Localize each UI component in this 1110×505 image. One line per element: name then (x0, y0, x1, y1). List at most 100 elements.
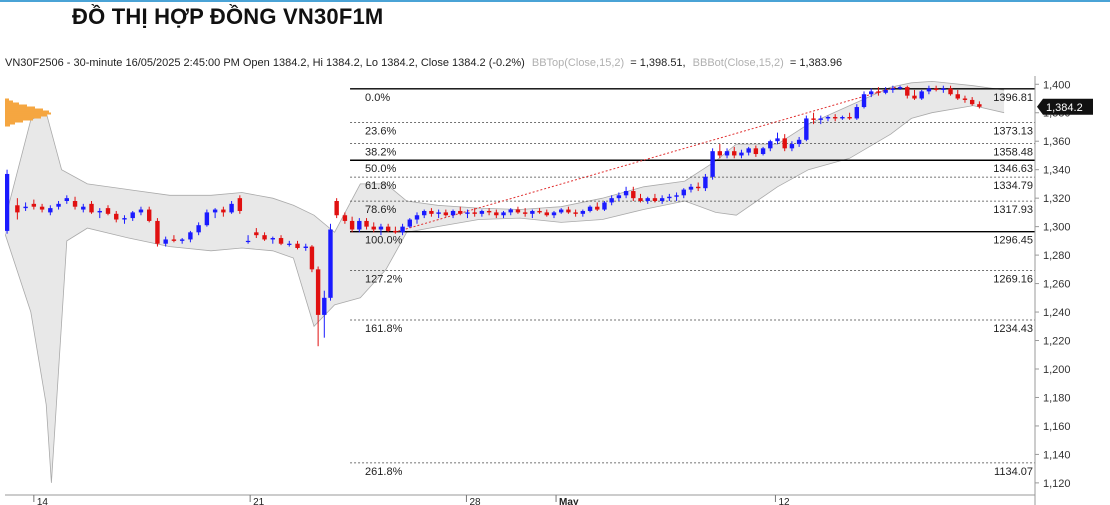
candle-body (861, 94, 867, 108)
candle-body (695, 186, 701, 189)
candle-body (371, 226, 376, 230)
volume-profile-bar (5, 118, 33, 121)
fib-percent-label: 78.6% (365, 204, 396, 216)
chart-info-line: VN30F2506 - 30-minute 16/05/2025 2:45:00… (5, 57, 842, 69)
candle-body (270, 238, 275, 240)
candle-body (147, 209, 152, 221)
candle-body (494, 212, 499, 216)
candle-body (179, 239, 185, 241)
candle-body (278, 238, 284, 244)
candle-body (309, 246, 315, 270)
candle-body (847, 117, 852, 119)
volume-profile-bar (5, 102, 19, 105)
volume-profile-bar (5, 124, 10, 127)
candle-body (609, 198, 614, 203)
y-tick-label: 1,200 (1043, 364, 1071, 376)
y-tick-label: 1,120 (1043, 478, 1071, 490)
candle-body (854, 107, 860, 119)
candle-body (414, 215, 420, 220)
candle-body (796, 139, 802, 145)
candle-body (739, 152, 744, 156)
candle-body (56, 203, 61, 207)
candle-body (674, 195, 679, 197)
candle-body (573, 212, 578, 214)
candle-body (364, 220, 369, 227)
volume-profile-bar (5, 112, 51, 115)
candle-body (869, 91, 874, 95)
candle-body (522, 212, 528, 214)
y-tick-label: 1,140 (1043, 449, 1071, 461)
candle-body (933, 88, 939, 90)
candle-body (645, 198, 650, 202)
candle-body (732, 151, 737, 156)
fib-value-label: 1396.81 (993, 92, 1033, 104)
candle-body (204, 212, 210, 226)
candle-body (155, 220, 160, 244)
candle-body (746, 148, 751, 153)
trend-line-segment (394, 86, 897, 233)
candle-body (303, 246, 308, 248)
candle-body (977, 104, 982, 107)
candle-body (450, 210, 456, 216)
volume-profile-bar (5, 116, 41, 119)
fib-percent-label: 50.0% (365, 163, 396, 175)
y-tick-label: 1,340 (1043, 165, 1071, 177)
volume-profile-bar (5, 98, 9, 101)
chart-panel: VN30F2506 - 30-minute 16/05/2025 2:45:00… (5, 50, 1105, 505)
candle-body (926, 88, 932, 92)
fib-percent-label: 23.6% (365, 126, 396, 138)
candle-body (48, 208, 53, 213)
candle-body (890, 88, 896, 90)
candle-body (840, 117, 845, 119)
candle-body (587, 206, 593, 211)
candle-body (349, 220, 355, 230)
candle-body (486, 210, 492, 213)
candle-body (703, 176, 708, 189)
volume-profile-bar (5, 100, 13, 103)
fib-value-label: 1296.45 (993, 235, 1033, 247)
fib-value-label: 1373.13 (993, 126, 1033, 138)
candle-body (342, 215, 348, 221)
candle-body (789, 144, 795, 149)
y-tick-label: 1,180 (1043, 392, 1071, 404)
candle-body (237, 198, 243, 211)
y-tick-label: 1,220 (1043, 336, 1071, 348)
candle-body (422, 210, 427, 216)
time-axis: 14 21 28 May 12 (5, 494, 1035, 505)
candle-body (623, 191, 629, 196)
candle-body (717, 151, 723, 156)
fib-value-label: 1358.48 (993, 146, 1033, 158)
candle-body (39, 206, 45, 210)
volume-profile-bar (5, 104, 27, 107)
candle-body (254, 232, 259, 236)
candle-body (832, 117, 838, 119)
volume-profile-bar (5, 106, 35, 109)
candle-body (105, 208, 111, 214)
candle-body (122, 218, 127, 220)
fib-percent-label: 100.0% (365, 235, 403, 247)
x-tick-label: 28 (469, 497, 481, 505)
candle-body (652, 198, 658, 202)
fib-percent-label: 38.2% (365, 146, 396, 158)
candle-body (544, 212, 549, 216)
candle-body (537, 210, 542, 213)
candle-body (876, 91, 881, 93)
candle-body (559, 209, 564, 213)
candle-body (595, 206, 600, 210)
candle-body (659, 198, 665, 202)
candle-body (638, 198, 643, 202)
candle-body (322, 297, 327, 315)
candle-body (15, 205, 20, 213)
fib-percent-label: 161.8% (365, 323, 403, 335)
y-tick-label: 1,360 (1043, 136, 1071, 148)
candle-body (681, 189, 686, 196)
candle-body (315, 269, 321, 315)
candle-body (436, 212, 441, 214)
candle-body (400, 226, 405, 233)
y-tick-label: 1,320 (1043, 193, 1071, 205)
candle-body (919, 91, 924, 99)
fib-value-label: 1234.43 (993, 323, 1033, 335)
candle-body (825, 117, 831, 119)
price-axis: 1,120 1,140 1,160 1,180 1,200 1,220 1,240 1,260… (1034, 76, 1071, 505)
y-tick-label: 1,240 (1043, 307, 1071, 319)
